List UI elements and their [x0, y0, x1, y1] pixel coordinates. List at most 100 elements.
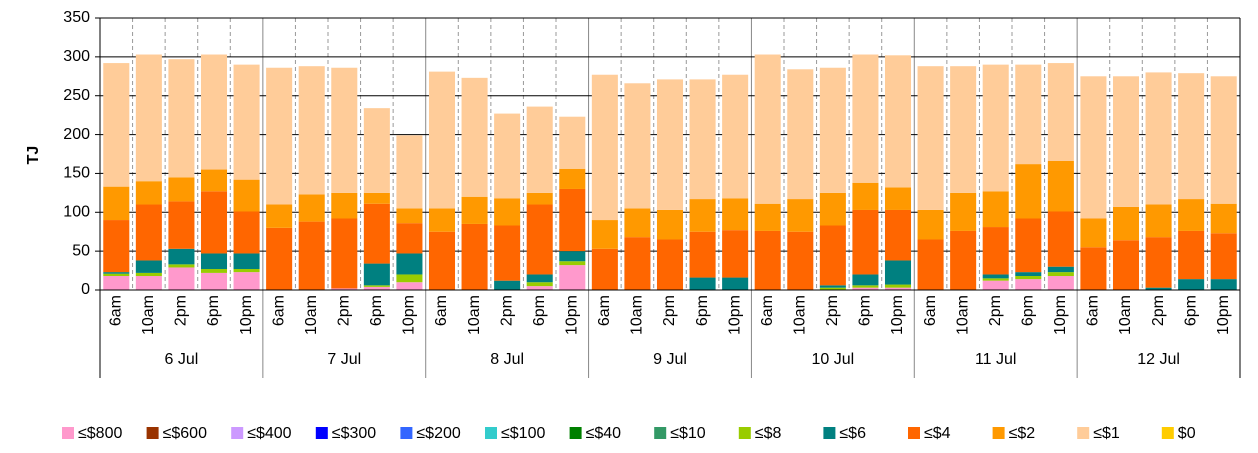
bar-segment [722, 74, 749, 199]
bar-segment [950, 66, 977, 193]
y-tick-label: 0 [81, 281, 90, 298]
bar-segment [884, 287, 912, 290]
bar-segment [461, 196, 488, 224]
bar-segment [396, 274, 423, 283]
x-tick-label: 2pm [498, 295, 515, 326]
legend-label: ≤$4 [924, 425, 951, 442]
x-tick-label: 10pm [401, 295, 418, 335]
legend-label: ≤$800 [78, 425, 122, 442]
bar-segment [298, 66, 325, 195]
bar-segment [135, 204, 162, 261]
y-tick-label: 100 [63, 204, 90, 221]
legend-label: ≤$1 [1093, 425, 1120, 442]
bar-segment [396, 223, 423, 254]
x-tick-label: 6pm [694, 295, 711, 326]
bar-segment [526, 286, 553, 290]
bar-segment [331, 218, 358, 289]
legend-label: $0 [1178, 425, 1196, 442]
x-tick-label: 10pm [1052, 295, 1069, 335]
legend-swatch [738, 427, 751, 439]
bar-segment [168, 201, 195, 249]
x-tick-label: 10am [954, 295, 971, 335]
bar-segment [396, 135, 423, 209]
bar-segment [200, 191, 228, 254]
legend-label: ≤$8 [755, 425, 782, 442]
legend-label: ≤$100 [501, 425, 545, 442]
legend-swatch [231, 427, 244, 439]
bar-segment [135, 181, 162, 205]
bar-segment [103, 272, 130, 274]
x-tick-label: 6pm [368, 295, 385, 326]
bar-segment [950, 192, 977, 231]
bar-segment [917, 209, 944, 240]
x-tick-label: 6pm [857, 295, 874, 326]
x-tick-label: 10am [466, 295, 483, 335]
bar-segment [1112, 76, 1140, 207]
legend-label: ≤$10 [670, 425, 706, 442]
legend-label: ≤$300 [332, 425, 376, 442]
bar-segment [559, 168, 586, 189]
bar-segment [722, 277, 749, 290]
bar-segment [168, 177, 195, 202]
bar-segment [1015, 279, 1042, 290]
bar-segment [168, 264, 195, 268]
bar-segment [917, 239, 944, 290]
bar-segment [363, 203, 390, 264]
legend-swatch [315, 427, 328, 439]
bar-segment [559, 261, 586, 266]
legend-swatch [62, 427, 74, 439]
bar-segment [1210, 233, 1237, 280]
x-tick-label: 6pm [205, 295, 222, 326]
bar-segment [754, 230, 781, 290]
bar-segment [103, 276, 130, 290]
bar-segment [982, 280, 1009, 290]
bar-segment [722, 230, 749, 278]
bar-segment [428, 71, 456, 209]
bar-segment [787, 69, 814, 200]
bar-segment [624, 83, 651, 209]
x-tick-label: 6am [596, 295, 613, 326]
bar-segment [168, 267, 195, 290]
bar-segment [982, 191, 1009, 228]
x-tick-label: 10pm [1215, 295, 1232, 335]
legend-swatch [908, 427, 920, 439]
bar-segment [1015, 276, 1042, 280]
bar-segment [168, 248, 195, 265]
x-tick-label: 6pm [1020, 295, 1037, 326]
group-label: 9 Jul [653, 351, 687, 368]
x-tick-label: 6am [270, 295, 287, 326]
legend-swatch [569, 427, 582, 439]
bar-segment [331, 67, 358, 193]
bar-segment [1210, 76, 1237, 204]
bar-segment [1047, 211, 1074, 267]
group-label: 10 Jul [812, 351, 855, 368]
bar-segment [428, 231, 456, 290]
bar-segment [722, 198, 749, 231]
bar-segment [1047, 63, 1074, 161]
bar-segment [884, 260, 912, 285]
legend-label: ≤$6 [839, 425, 866, 442]
group-label: 11 Jul [975, 351, 1017, 368]
legend-label: ≤$2 [1009, 425, 1036, 442]
bar-segment [200, 272, 228, 290]
bar-segment [103, 273, 130, 277]
y-tick-label: 50 [72, 242, 90, 259]
bar-segment [1178, 73, 1205, 200]
x-tick-label: 6am [433, 295, 450, 326]
bar-segment [656, 79, 684, 210]
bar-segment [917, 66, 944, 210]
x-tick-label: 6am [759, 295, 776, 326]
bar-segment [233, 64, 260, 180]
bar-segment [1047, 276, 1074, 290]
bar-segment [982, 274, 1009, 279]
y-tick-label: 250 [63, 87, 90, 104]
x-tick-label: 10pm [889, 295, 906, 335]
bar-segment [363, 286, 390, 290]
bar-segment [526, 204, 553, 275]
bar-segment [363, 192, 390, 204]
bar-segment [298, 221, 325, 290]
bar-segment [200, 253, 228, 270]
y-tick-label: 300 [63, 48, 90, 65]
x-tick-label: 10pm [564, 295, 581, 335]
